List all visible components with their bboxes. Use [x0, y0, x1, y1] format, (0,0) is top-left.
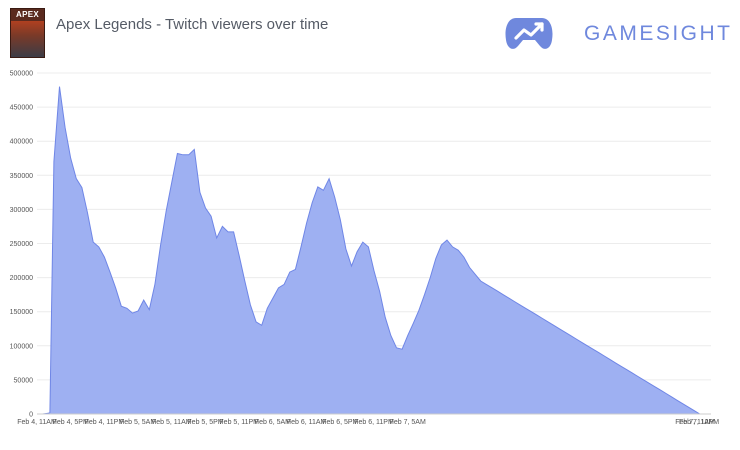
y-tick-label-500000: 500000 — [10, 71, 33, 78]
y-tick-label-0: 0 — [29, 412, 33, 419]
brand-logo: GAMESIGHT — [504, 14, 734, 58]
viewers-area-fill — [37, 86, 711, 414]
y-tick-label-350000: 350000 — [10, 173, 33, 180]
gamepad-trend-icon — [505, 18, 553, 49]
chart-title: Apex Legends - Twitch viewers over time — [56, 16, 329, 33]
y-tick-label-50000: 50000 — [14, 377, 34, 384]
game-cover-art — [11, 21, 44, 57]
x-tick-label-0: Feb 4, 11AM — [17, 419, 57, 426]
chart-header: APEX Apex Legends - Twitch viewers over … — [0, 0, 740, 66]
viewers-series-line — [37, 86, 711, 415]
x-tick-label-13: Feb 7, 12PM — [679, 419, 719, 426]
x-tick-label-11: Feb 7, 5AM — [390, 419, 426, 426]
game-cover-image: APEX — [10, 8, 45, 58]
x-tick-label-10: Feb 6, 11PM — [354, 419, 394, 426]
y-tick-label-150000: 150000 — [10, 309, 33, 316]
x-tick-label-4: Feb 5, 11AM — [152, 419, 192, 426]
y-axis: 0 50000 100000 150000 200000 250000 300000 3500… — [10, 71, 33, 419]
x-tick-label-12: Feb 7, 11AM — [675, 419, 715, 426]
y-tick-label-300000: 300000 — [10, 207, 33, 214]
x-tick-label-5: Feb 5, 5PM — [187, 419, 223, 426]
viewers-area-chart: 0 50000 100000 150000 200000 250000 300000 3500… — [10, 71, 720, 427]
chart-plot-area — [37, 86, 711, 415]
x-tick-label-8: Feb 6, 11AM — [287, 419, 327, 426]
x-tick-label-1: Feb 4, 5PM — [53, 419, 89, 426]
x-tick-label-6: Feb 5, 11PM — [219, 419, 259, 426]
game-cover-logo-text: APEX — [16, 10, 39, 19]
x-tick-label-9: Feb 6, 5PM — [322, 419, 358, 426]
y-tick-label-250000: 250000 — [10, 241, 33, 248]
y-tick-label-400000: 400000 — [10, 139, 33, 146]
brand-name: GAMESIGHT — [584, 22, 733, 45]
x-tick-label-7: Feb 6, 5AM — [255, 419, 291, 426]
y-tick-label-450000: 450000 — [10, 105, 33, 112]
x-tick-label-2: Feb 4, 11PM — [85, 419, 125, 426]
y-tick-label-200000: 200000 — [10, 275, 33, 282]
x-tick-label-3: Feb 5, 5AM — [120, 419, 156, 426]
y-tick-label-100000: 100000 — [10, 343, 33, 350]
